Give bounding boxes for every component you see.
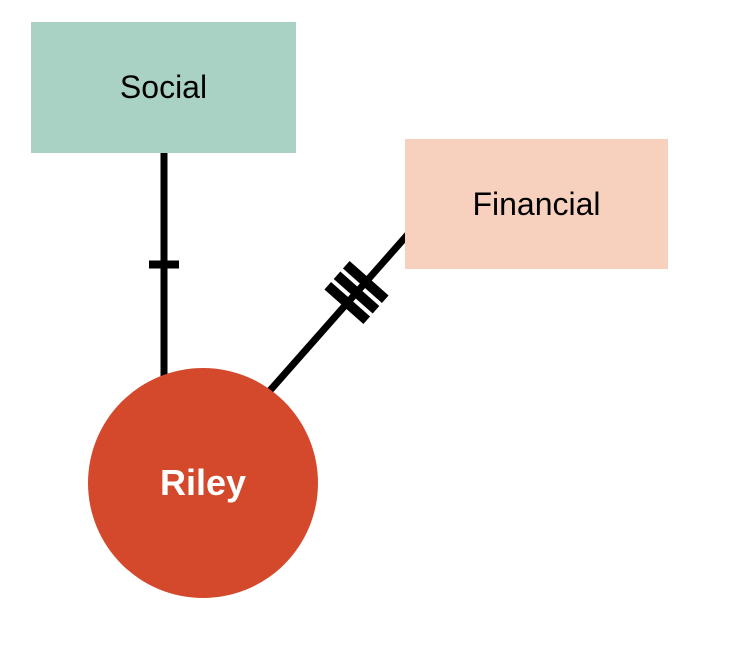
node-label-riley: Riley [160,462,246,504]
edge-hash-financial-riley-1 [337,275,376,309]
node-financial: Financial [405,139,668,269]
node-social: Social [31,22,296,153]
node-label-social: Social [120,69,207,106]
node-label-financial: Financial [472,186,600,223]
edge-hash-financial-riley-2 [328,286,367,320]
edge-hash-financial-riley-0 [346,265,385,299]
node-riley: Riley [88,368,318,598]
